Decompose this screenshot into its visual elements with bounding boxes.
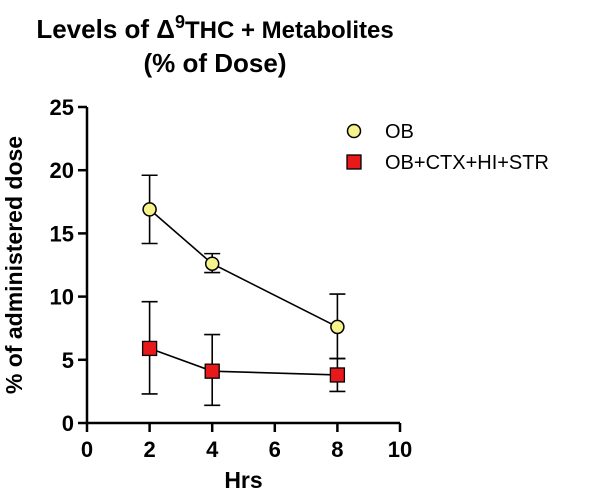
series-line-1 [149, 347, 338, 376]
y-axis-label: % of administered dose [1, 136, 27, 394]
data-point-circle [330, 319, 345, 335]
x-tick-label: 0 [81, 437, 93, 462]
legend-marker-circle [346, 123, 362, 139]
title-suffix: THC + Metabolites [184, 17, 394, 44]
y-tick-label: 10 [50, 285, 74, 310]
chart-title-line1: Levels of Δ9THC + Metabolites [0, 6, 430, 47]
x-tick-label: 2 [143, 437, 155, 462]
chart-title-line2: (% of Dose) [143, 48, 287, 78]
y-tick-label: 25 [50, 95, 74, 120]
y-tick-label: 0 [62, 411, 74, 436]
y-tick-label: 20 [50, 158, 74, 183]
data-point-circle [142, 202, 157, 217]
x-axis-label: Hrs [224, 467, 262, 493]
data-point-circle [204, 256, 220, 271]
title-delta: Δ [156, 14, 175, 44]
legend-label: OB [385, 121, 414, 143]
y-tick-label: 5 [62, 348, 74, 373]
data-point-square [141, 340, 158, 357]
title-prefix: Levels of [36, 14, 157, 44]
x-tick-label: 8 [331, 437, 343, 462]
chart-title: Levels of Δ9THC + Metabolites (% of Dose… [0, 6, 430, 80]
series-line-0 [149, 208, 338, 328]
y-tick-label: 15 [50, 221, 74, 246]
data-point-square [329, 367, 346, 383]
data-point-square [204, 363, 220, 379]
x-tick-label: 10 [388, 437, 412, 462]
x-tick-label: 4 [206, 437, 219, 462]
legend-marker-square [346, 154, 362, 170]
title-superscript: 9 [174, 12, 185, 32]
x-tick-label: 6 [269, 437, 281, 462]
legend-label: OB+CTX+HI+STR [385, 152, 549, 174]
